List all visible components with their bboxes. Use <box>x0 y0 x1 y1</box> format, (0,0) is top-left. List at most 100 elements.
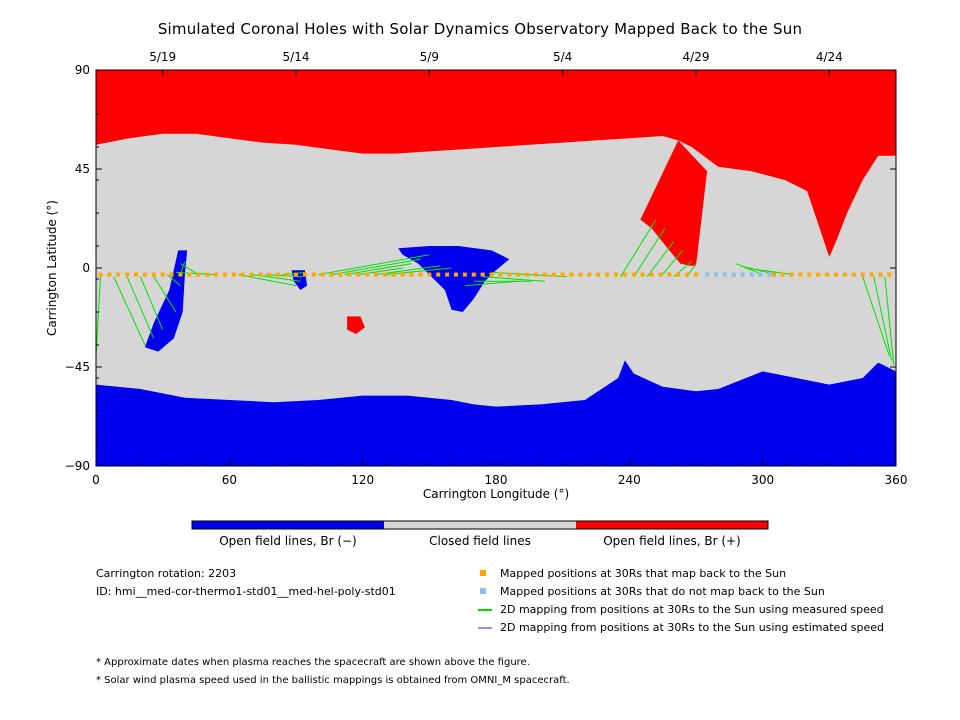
not-mapped-point <box>749 272 754 277</box>
mapped-marker-icon <box>480 570 486 576</box>
mapped-point <box>498 272 503 277</box>
mapping-line <box>482 276 545 282</box>
mapped-point <box>445 272 450 277</box>
date-tick-label: 5/9 <box>420 50 439 64</box>
mapped-point <box>780 272 785 277</box>
not-mapped-point <box>740 272 745 277</box>
mapped-point <box>658 272 663 277</box>
y-axis-label: Carrington Latitude (°) <box>45 200 59 336</box>
mapped-point <box>631 272 636 277</box>
mapped-point <box>98 272 103 277</box>
mapped-point <box>169 272 174 277</box>
colorbar-label-open-negative: Open field lines, Br (−) <box>219 534 357 548</box>
mapped-point <box>178 272 183 277</box>
colorbar-label-closed: Closed field lines <box>429 534 531 548</box>
mapping-line <box>166 274 181 286</box>
colorbar-closed <box>384 521 576 529</box>
mapped-point <box>825 272 830 277</box>
mapped-point <box>525 272 530 277</box>
mapped-point <box>329 272 334 277</box>
mapped-point <box>834 272 838 277</box>
not-mapped-point <box>767 272 772 277</box>
mapped-point <box>605 272 610 277</box>
mapped-point <box>685 272 690 277</box>
legend-label: 2D mapping from positions at 30Rs to the… <box>500 603 884 616</box>
x-axis-label: Carrington Longitude (°) <box>423 487 569 501</box>
mapped-point <box>276 272 281 277</box>
mapped-point <box>294 272 298 277</box>
y-tick-label: −90 <box>65 459 90 473</box>
note-dates: * Approximate dates when plasma reaches … <box>96 657 530 668</box>
mapped-point <box>196 272 201 277</box>
mapped-point <box>551 272 556 277</box>
mapped-point <box>534 272 538 277</box>
x-tick-label: 300 <box>751 473 774 487</box>
mapped-point <box>640 272 645 277</box>
not-mapped-point <box>714 272 718 277</box>
mapped-point <box>400 272 405 277</box>
x-tick-label: 180 <box>485 473 508 487</box>
chart-title: Simulated Coronal Holes with Solar Dynam… <box>157 20 803 38</box>
mapped-point <box>578 272 583 277</box>
mapping-line <box>384 267 452 276</box>
mapped-point <box>542 272 547 277</box>
mapped-point <box>667 272 672 277</box>
mapping-line <box>318 254 430 276</box>
coronal-hole-negative <box>144 250 188 352</box>
mapping-line <box>331 258 421 276</box>
not-mapped-point <box>722 272 727 277</box>
mapped-point <box>887 272 892 277</box>
mapping-line <box>95 276 101 357</box>
mapped-point <box>285 272 290 277</box>
mapped-point <box>142 272 147 277</box>
not-mapped-point <box>758 272 763 277</box>
mapping-line <box>344 263 412 276</box>
mapped-point <box>869 272 874 277</box>
mapping-line <box>884 276 895 365</box>
mapped-point <box>187 272 192 277</box>
legend-label: 2D mapping from positions at 30Rs to the… <box>500 621 885 634</box>
mapped-point <box>816 272 821 277</box>
y-tick-label: 90 <box>75 63 90 77</box>
mapped-point <box>622 272 627 277</box>
date-tick-label: 4/24 <box>816 50 843 64</box>
mapped-point <box>842 272 847 277</box>
mapped-point <box>480 272 485 277</box>
mapped-point <box>347 272 352 277</box>
mapped-point <box>676 272 681 277</box>
date-tick-label: 5/14 <box>283 50 310 64</box>
carrington-rotation: Carrington rotation: 2203 <box>96 567 237 580</box>
y-tick-label: −45 <box>65 360 90 374</box>
mapped-point <box>338 272 343 277</box>
mapped-point <box>107 272 112 277</box>
note-speed: * Solar wind plasma speed used in the ba… <box>96 675 570 686</box>
x-tick-label: 120 <box>351 473 374 487</box>
mapped-point <box>391 272 396 277</box>
mapped-point <box>302 272 307 277</box>
coronal-hole-positive <box>347 316 365 334</box>
mapped-point <box>694 272 698 277</box>
mapping-line <box>660 250 684 278</box>
mapping-line <box>633 228 666 278</box>
mapping-line <box>180 263 199 276</box>
mapped-point <box>427 272 432 277</box>
legend-label: Mapped positions at 30Rs that map back t… <box>500 567 787 580</box>
mapping-line <box>175 271 217 276</box>
mapped-point <box>798 272 803 277</box>
mapped-point <box>436 272 441 277</box>
colorbar-frame <box>191 520 769 530</box>
mapping-line <box>113 276 146 346</box>
mapping-line <box>646 241 675 278</box>
x-tick-label: 240 <box>618 473 641 487</box>
mapped-point <box>249 272 254 277</box>
mapped-point <box>160 272 165 277</box>
mapped-point <box>878 272 883 277</box>
colorbar-open-negative <box>192 521 384 529</box>
mapped-point <box>320 272 325 277</box>
measured-line-icon <box>478 609 492 611</box>
mapped-point <box>587 272 592 277</box>
mapped-point <box>311 272 316 277</box>
mapped-point <box>409 272 414 277</box>
mapped-point <box>418 272 423 277</box>
mapped-point <box>222 272 227 277</box>
